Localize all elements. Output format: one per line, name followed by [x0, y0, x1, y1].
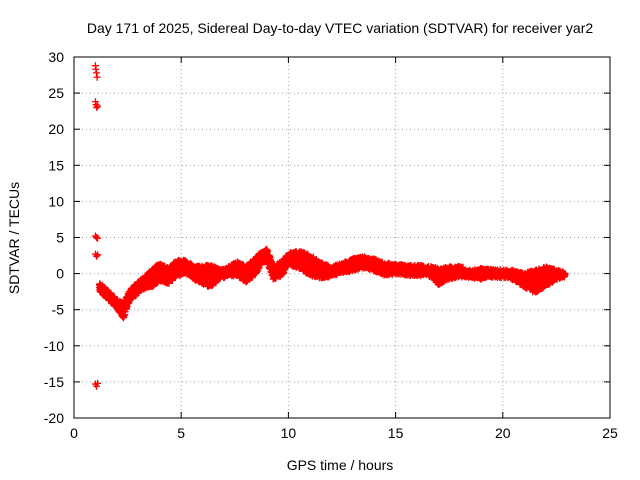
data-point	[93, 73, 101, 81]
data-point	[93, 234, 101, 241]
data-point	[94, 251, 102, 259]
data-point	[93, 252, 101, 260]
data-point	[94, 102, 102, 110]
data-points	[91, 62, 569, 390]
chart-title: Day 171 of 2025, Sidereal Day-to-day VTE…	[87, 20, 593, 36]
data-point	[94, 379, 102, 387]
data-point	[94, 234, 102, 242]
data-point	[93, 104, 101, 112]
grid	[74, 57, 610, 418]
